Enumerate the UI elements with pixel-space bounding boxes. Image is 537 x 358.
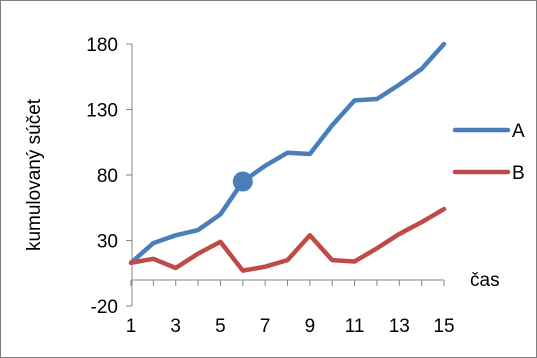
- series-lines: [128, 41, 447, 273]
- x-tick-label: 11: [345, 316, 365, 337]
- x-axis-label: čas: [470, 270, 500, 291]
- x-tick-label: 3: [170, 316, 181, 337]
- y-axis-label: kumulovaný súčet: [24, 98, 45, 251]
- y-tick-label: 130: [86, 101, 118, 122]
- x-tick-label: 9: [305, 316, 316, 337]
- y-tick-label: -20: [91, 297, 118, 318]
- legend-label-b: B: [512, 163, 525, 184]
- highlight-marker: [232, 171, 253, 192]
- y-tick-label: 30: [97, 232, 118, 253]
- legend: AB: [452, 121, 525, 184]
- x-tick-label: 1: [126, 316, 137, 337]
- legend-label-a: A: [512, 121, 525, 142]
- series-line-a: [128, 41, 447, 266]
- series-line-b: [128, 206, 447, 273]
- y-tick-label: 80: [97, 166, 118, 187]
- x-tick-label: 15: [433, 316, 454, 337]
- y-tick-label: 180: [86, 35, 118, 56]
- y-axis: -20 30 80 130 180: [86, 35, 133, 318]
- x-tick-label: 5: [215, 316, 226, 337]
- x-tick-label: 13: [389, 316, 410, 337]
- x-tick-label: 7: [260, 316, 271, 337]
- x-axis: 1 3 5 7 9 11 13 15: [126, 279, 455, 337]
